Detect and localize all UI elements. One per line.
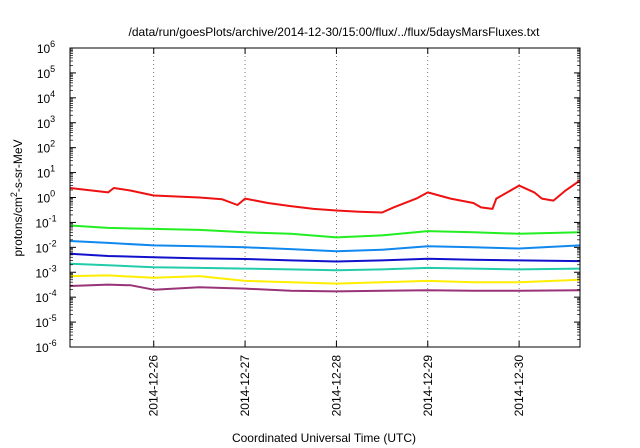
y-tick-label: 102 <box>37 139 55 156</box>
y-axis-label-sup: 2 <box>9 192 19 197</box>
series-line-5 <box>69 274 581 285</box>
y-tick-label: 10-2 <box>35 238 56 255</box>
series-line-3 <box>69 252 581 263</box>
x-tick-label: 2014-12-29 <box>421 355 435 417</box>
x-tick-label: 2014-12-27 <box>238 355 252 417</box>
y-tick-label: 104 <box>37 89 55 106</box>
x-tick-label: 2014-12-30 <box>512 355 526 417</box>
series-layer <box>69 179 581 293</box>
y-tick-label: 100 <box>37 189 55 206</box>
y-tick-label: 103 <box>37 114 55 131</box>
series-line-6 <box>69 283 581 293</box>
series-line-1 <box>69 224 581 239</box>
series-line-4 <box>69 262 581 272</box>
y-axis-label-pre: protons/cm <box>11 197 25 256</box>
y-tick-label: 10-3 <box>35 263 56 280</box>
x-tick-label: 2014-12-26 <box>147 355 161 417</box>
y-tick-label: 105 <box>37 64 55 81</box>
y-tick-label: 10-6 <box>35 338 56 355</box>
y-axis-label: protons/cm2-s-sr-MeV <box>9 139 25 256</box>
chart-title: /data/run/goesPlots/archive/2014-12-30/1… <box>129 25 541 39</box>
series-line-0 <box>69 179 581 214</box>
axis-layer: 2014-12-26 2014-12-27 2014-12-28 2014-12-29… <box>35 39 580 416</box>
y-tick-label: 10-5 <box>35 313 56 330</box>
series-line-2 <box>69 240 581 253</box>
y-tick-label: 106 <box>37 39 55 56</box>
y-tick-label: 10-1 <box>35 213 56 230</box>
y-tick-label: 10-4 <box>35 288 56 305</box>
x-tick-label: 2014-12-28 <box>329 355 343 417</box>
y-tick-label: 101 <box>37 164 55 181</box>
x-axis-label: Coordinated Universal Time (UTC) <box>232 431 416 445</box>
plot-frame <box>69 47 581 348</box>
y-axis-label-post: -s-sr-MeV <box>11 139 25 192</box>
